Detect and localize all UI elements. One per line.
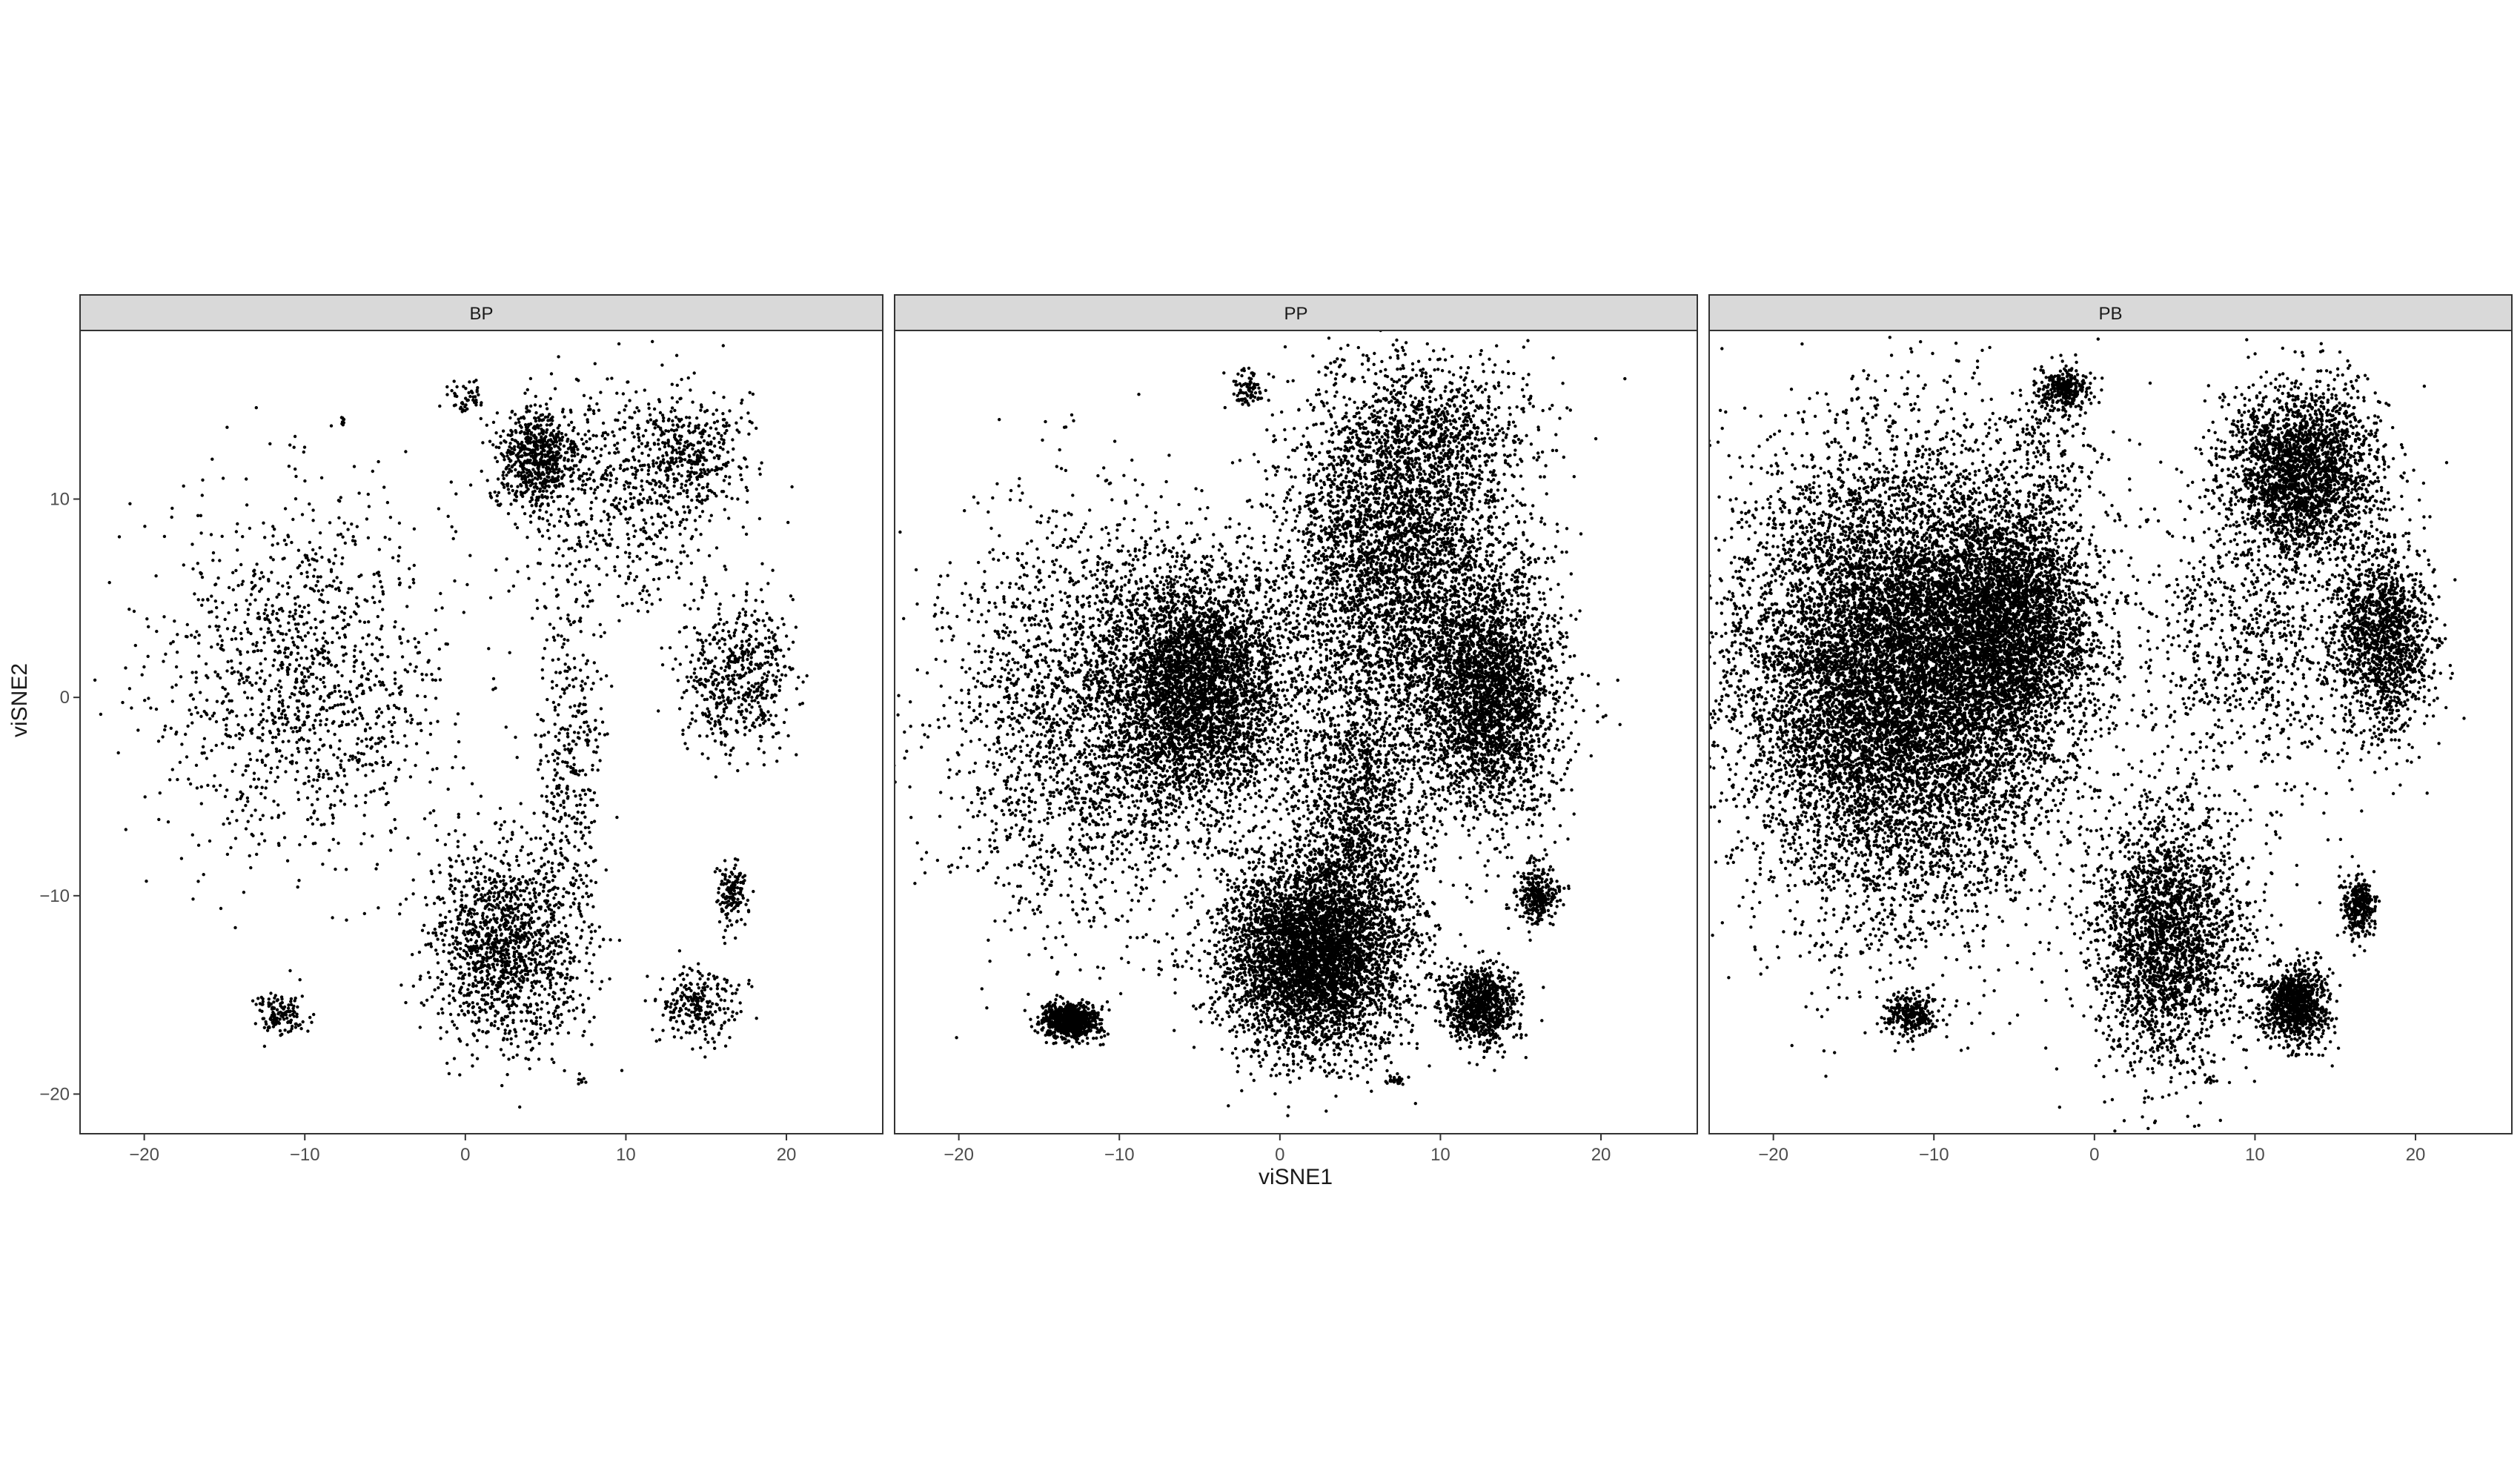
y-axis-title: viSNE2	[7, 663, 32, 737]
x-tick-label: 10	[2245, 1145, 2265, 1165]
x-tick-label: 0	[2089, 1145, 2099, 1165]
plot-area	[80, 330, 883, 1134]
facet-panel-pp: PP −20 −10 0 10 20	[832, 213, 1697, 1166]
facet-panel-bp: BP −20 −10 0 10 20 −20 −10 0 10	[39, 295, 883, 1165]
y-tick-label: 10	[50, 490, 70, 510]
x-tick-label: 20	[1591, 1145, 1611, 1165]
y-tick-label: −10	[39, 886, 70, 906]
x-tick-label: 0	[460, 1145, 470, 1165]
x-tick-label: −20	[944, 1145, 974, 1165]
x-tick-label: 20	[777, 1145, 797, 1165]
x-tick-label: 20	[2406, 1145, 2426, 1165]
x-tick-label: −10	[290, 1145, 320, 1165]
y-tick-label: −20	[39, 1084, 70, 1104]
x-tick-label: −20	[1758, 1145, 1788, 1165]
x-tick-label: 10	[616, 1145, 636, 1165]
x-tick-label: −10	[1919, 1145, 1949, 1165]
x-tick-label: −10	[1104, 1145, 1135, 1165]
facet-strip-label: PP	[1284, 304, 1307, 324]
x-axis-title: viSNE1	[1259, 1165, 1333, 1189]
panels-layer: BP −20 −10 0 10 20 −20 −10 0 10 PP −20 −10 0 10 20 PB −20…	[39, 213, 2512, 1166]
x-tick-label: −20	[129, 1145, 159, 1165]
x-tick-label: 0	[1275, 1145, 1284, 1165]
facet-strip-label: BP	[469, 304, 493, 324]
facet-strip-label: PB	[2098, 304, 2122, 324]
x-tick-label: 10	[1430, 1145, 1450, 1165]
y-tick-label: 0	[60, 688, 70, 708]
